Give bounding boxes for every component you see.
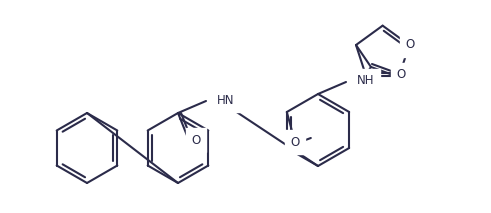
Text: NH: NH (357, 75, 375, 88)
Text: O: O (191, 134, 201, 147)
Text: O: O (290, 135, 300, 148)
Text: HN: HN (217, 94, 235, 106)
Text: O: O (406, 39, 415, 52)
Text: O: O (396, 69, 406, 82)
